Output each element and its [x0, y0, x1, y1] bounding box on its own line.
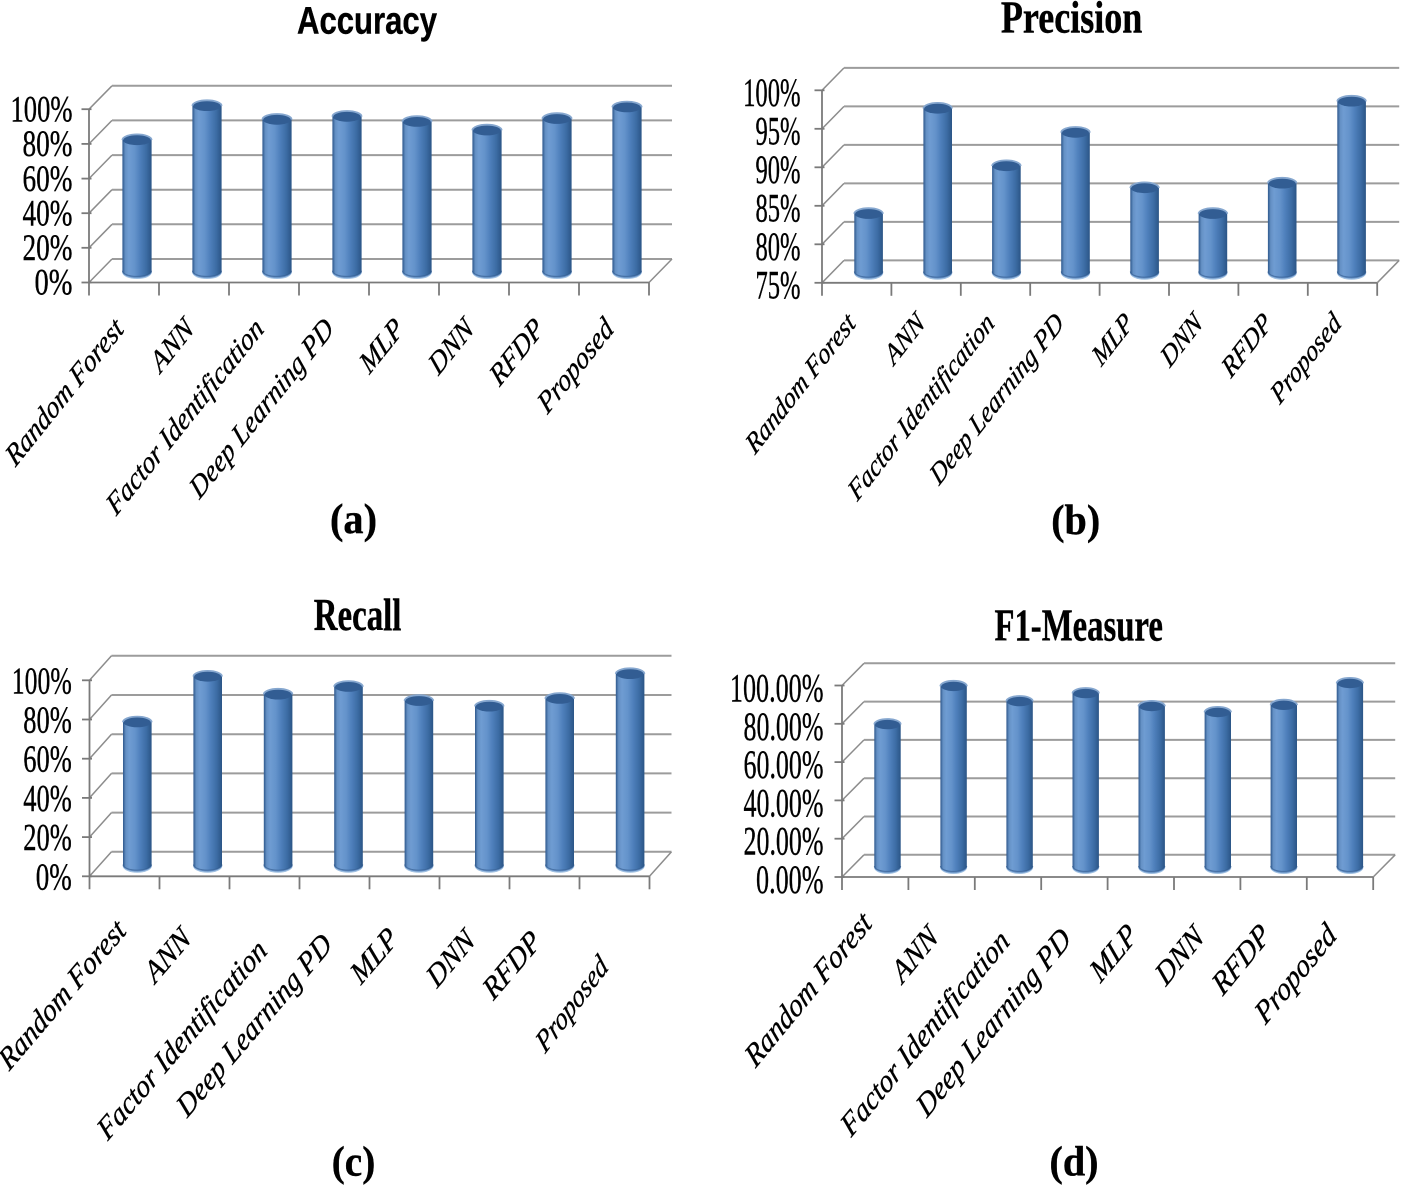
svg-text:40.00%: 40.00% — [744, 780, 824, 825]
svg-text:80.00%: 80.00% — [744, 704, 824, 749]
svg-text:Recall: Recall — [314, 590, 402, 640]
svg-text:40%: 40% — [23, 778, 72, 820]
svg-text:80%: 80% — [23, 124, 73, 165]
svg-text:60%: 60% — [23, 159, 73, 200]
svg-text:0.00%: 0.00% — [756, 857, 824, 902]
svg-text:Precision: Precision — [1001, 0, 1143, 42]
svg-text:90%: 90% — [756, 147, 801, 192]
svg-text:100%: 100% — [12, 660, 72, 702]
svg-text:(b): (b) — [1051, 498, 1100, 544]
svg-text:60.00%: 60.00% — [744, 742, 824, 787]
svg-text:(c): (c) — [332, 1140, 376, 1186]
svg-text:0%: 0% — [35, 263, 73, 304]
svg-text:100%: 100% — [743, 70, 800, 115]
svg-text:(d): (d) — [1050, 1140, 1099, 1186]
svg-text:20%: 20% — [23, 228, 73, 269]
svg-text:40%: 40% — [23, 193, 73, 234]
svg-text:85%: 85% — [756, 185, 801, 230]
svg-text:80%: 80% — [756, 224, 801, 269]
svg-text:F1-Measure: F1-Measure — [994, 601, 1163, 651]
svg-text:100.00%: 100.00% — [730, 666, 824, 711]
svg-text:60%: 60% — [23, 739, 72, 781]
svg-text:80%: 80% — [23, 700, 72, 742]
svg-text:20.00%: 20.00% — [744, 819, 824, 864]
svg-text:Accuracy: Accuracy — [297, 1, 437, 43]
svg-text:(a): (a) — [330, 497, 377, 543]
svg-text:75%: 75% — [756, 262, 801, 307]
svg-text:0%: 0% — [36, 856, 72, 898]
svg-text:20%: 20% — [23, 817, 72, 859]
svg-text:100%: 100% — [11, 90, 73, 131]
svg-text:95%: 95% — [756, 108, 801, 153]
